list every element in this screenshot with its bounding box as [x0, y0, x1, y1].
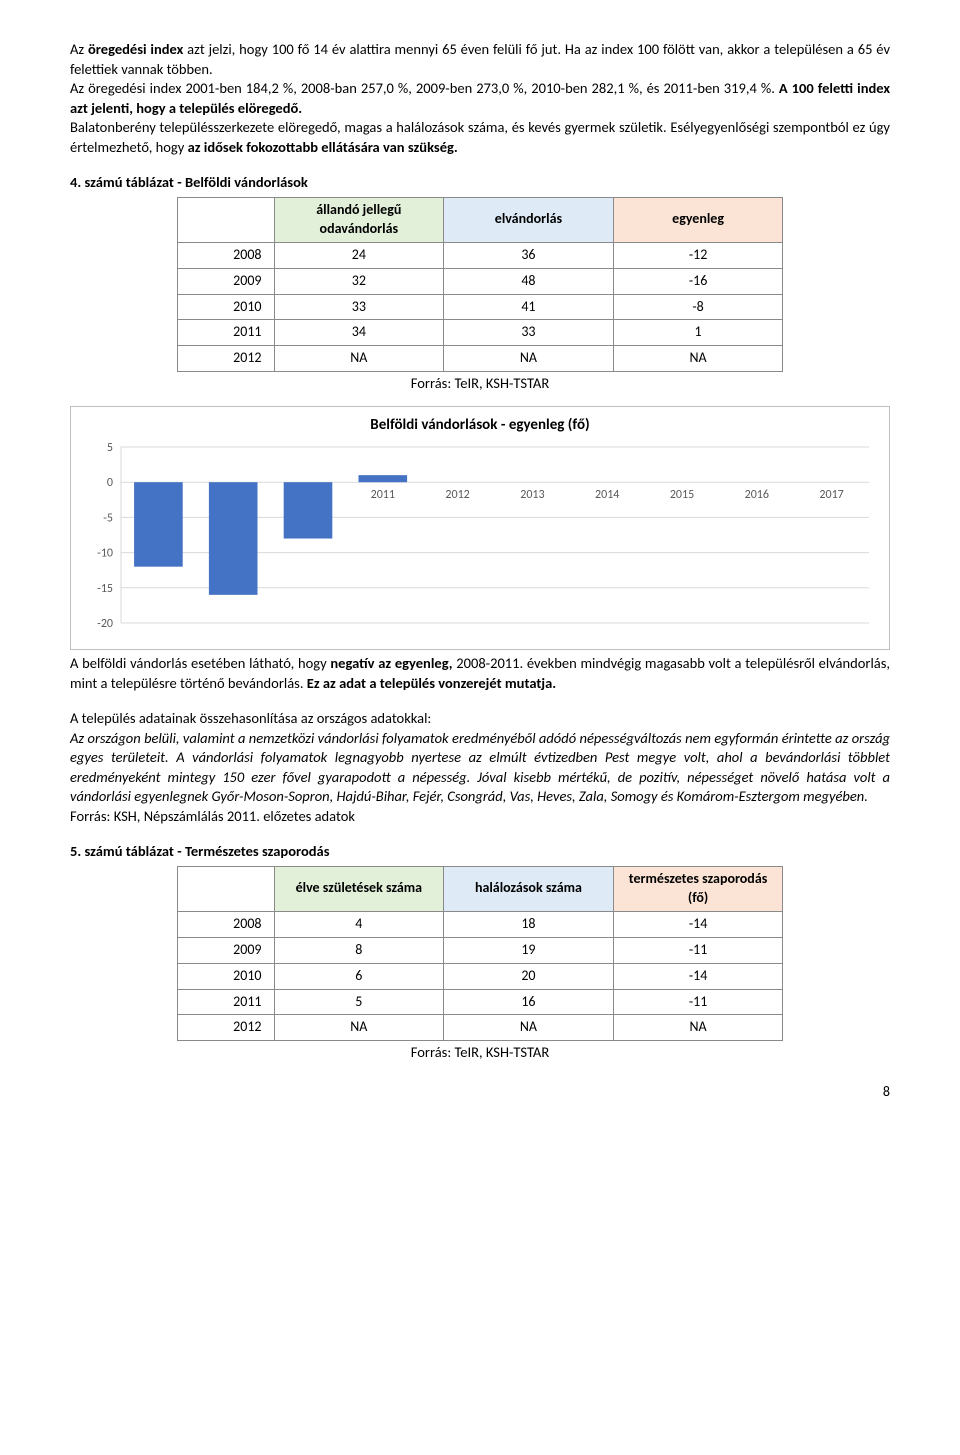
svg-text:2017: 2017: [819, 488, 843, 502]
cell-c3: -11: [613, 937, 783, 963]
table-row: 20093248-16: [177, 268, 783, 294]
cell-c2: 36: [444, 242, 614, 268]
table5-h1: élve születések száma: [274, 867, 444, 912]
table-row: 20103341-8: [177, 294, 783, 320]
intro-para-2: Az öregedési index 2001-ben 184,2 %, 200…: [70, 79, 890, 118]
table4-source: Forrás: TeIR, KSH-TSTAR: [70, 374, 890, 394]
mid-para-4: Forrás: KSH, Népszámlálás 2011. előzetes…: [70, 807, 890, 827]
intro2-a: Az öregedési index 2001-ben 184,2 %, 200…: [70, 79, 779, 97]
cell-year: 2010: [177, 294, 274, 320]
intro1-c: azt jelzi, hogy 100 fő 14 év alattira me…: [70, 40, 890, 78]
mid-para-2: A település adatainak összehasonlítása a…: [70, 709, 890, 729]
cell-c2: 41: [444, 294, 614, 320]
migration-balance-chart: 50-5-10-15-20200820092010201120122013201…: [79, 441, 879, 631]
cell-c3: NA: [613, 346, 783, 372]
chart-container: Belföldi vándorlások - egyenleg (fő) 5 0 -…: [70, 406, 890, 650]
table5-h3: természetes szaporodás (fő): [613, 867, 783, 912]
mid1-a: A belföldi vándorlás esetében látható, h…: [70, 654, 330, 672]
intro-para-3: Balatonberény településszerkezete elöreg…: [70, 118, 890, 157]
table5: élve születések száma halálozások száma …: [177, 866, 784, 1041]
svg-text:2013: 2013: [520, 488, 544, 502]
table-row: 2008418-14: [177, 911, 783, 937]
mid-para-1: A belföldi vándorlás esetében látható, h…: [70, 654, 890, 693]
svg-text:2011: 2011: [371, 488, 395, 502]
cell-c3: -12: [613, 242, 783, 268]
cell-year: 2012: [177, 346, 274, 372]
cell-c3: -16: [613, 268, 783, 294]
cell-c1: NA: [274, 1015, 444, 1041]
table-row: 2011516-11: [177, 989, 783, 1015]
table5-title: 5. számú táblázat - Természetes szaporod…: [70, 842, 890, 862]
table-row: 2012NANANA: [177, 346, 783, 372]
cell-c2: 20: [444, 963, 614, 989]
intro1-b: öregedési index: [88, 40, 183, 58]
mid1-d: Ez az adat a település vonzerejét mutatj…: [307, 674, 556, 692]
svg-text:-15: -15: [97, 582, 113, 596]
table5-source: Forrás: TeIR, KSH-TSTAR: [70, 1043, 890, 1063]
table-row: 2009819-11: [177, 937, 783, 963]
svg-text:-10: -10: [97, 547, 113, 561]
cell-c2: 19: [444, 937, 614, 963]
cell-c1: 6: [274, 963, 444, 989]
svg-text:0: 0: [107, 476, 113, 490]
cell-c3: -14: [613, 911, 783, 937]
cell-year: 2008: [177, 911, 274, 937]
table4-h1: állandó jellegű odavándorlás: [274, 197, 444, 242]
table4-h3: egyenleg: [613, 197, 783, 242]
cell-c2: NA: [444, 346, 614, 372]
cell-c3: -8: [613, 294, 783, 320]
cell-c3: -11: [613, 989, 783, 1015]
svg-text:-5: -5: [103, 511, 113, 525]
cell-year: 2009: [177, 268, 274, 294]
cell-c1: 5: [274, 989, 444, 1015]
svg-text:5: 5: [107, 441, 113, 455]
svg-text:-20: -20: [97, 617, 113, 631]
table5-header-row: élve születések száma halálozások száma …: [177, 867, 783, 912]
cell-c3: 1: [613, 320, 783, 346]
mid1-b: negatív az egyenleg,: [330, 654, 456, 672]
intro-para-1: Az öregedési index azt jelzi, hogy 100 f…: [70, 40, 890, 79]
svg-text:2015: 2015: [670, 488, 694, 502]
table4-header-row: állandó jellegű odavándorlás elvándorlás…: [177, 197, 783, 242]
cell-year: 2009: [177, 937, 274, 963]
svg-text:2014: 2014: [595, 488, 619, 502]
cell-year: 2011: [177, 989, 274, 1015]
table-row: 20082436-12: [177, 242, 783, 268]
table4-h2: elvándorlás: [444, 197, 614, 242]
table5-h2: halálozások száma: [444, 867, 614, 912]
svg-text:2012: 2012: [445, 488, 469, 502]
cell-year: 2010: [177, 963, 274, 989]
cell-c2: 48: [444, 268, 614, 294]
intro3-b: az idősek fokozottabb ellátására van szü…: [188, 138, 458, 156]
intro1-a: Az: [70, 40, 88, 58]
cell-year: 2011: [177, 320, 274, 346]
table-row: 2012NANANA: [177, 1015, 783, 1041]
cell-c2: NA: [444, 1015, 614, 1041]
table-row: 201134331: [177, 320, 783, 346]
table4-title: 4. számú táblázat - Belföldi vándorlások: [70, 173, 890, 193]
page-number: 8: [70, 1083, 890, 1102]
cell-c1: 24: [274, 242, 444, 268]
svg-text:2016: 2016: [745, 488, 769, 502]
cell-c1: NA: [274, 346, 444, 372]
cell-c3: NA: [613, 1015, 783, 1041]
cell-c1: 32: [274, 268, 444, 294]
cell-c1: 34: [274, 320, 444, 346]
mid-para-3: Az országon belüli, valamint a nemzetköz…: [70, 729, 890, 807]
cell-year: 2012: [177, 1015, 274, 1041]
table-row: 2010620-14: [177, 963, 783, 989]
cell-c2: 33: [444, 320, 614, 346]
cell-c2: 18: [444, 911, 614, 937]
chart-title: Belföldi vándorlások - egyenleg (fő): [79, 415, 881, 435]
cell-year: 2008: [177, 242, 274, 268]
cell-c1: 8: [274, 937, 444, 963]
cell-c1: 33: [274, 294, 444, 320]
cell-c1: 4: [274, 911, 444, 937]
cell-c2: 16: [444, 989, 614, 1015]
cell-c3: -14: [613, 963, 783, 989]
table4: állandó jellegű odavándorlás elvándorlás…: [177, 197, 784, 372]
